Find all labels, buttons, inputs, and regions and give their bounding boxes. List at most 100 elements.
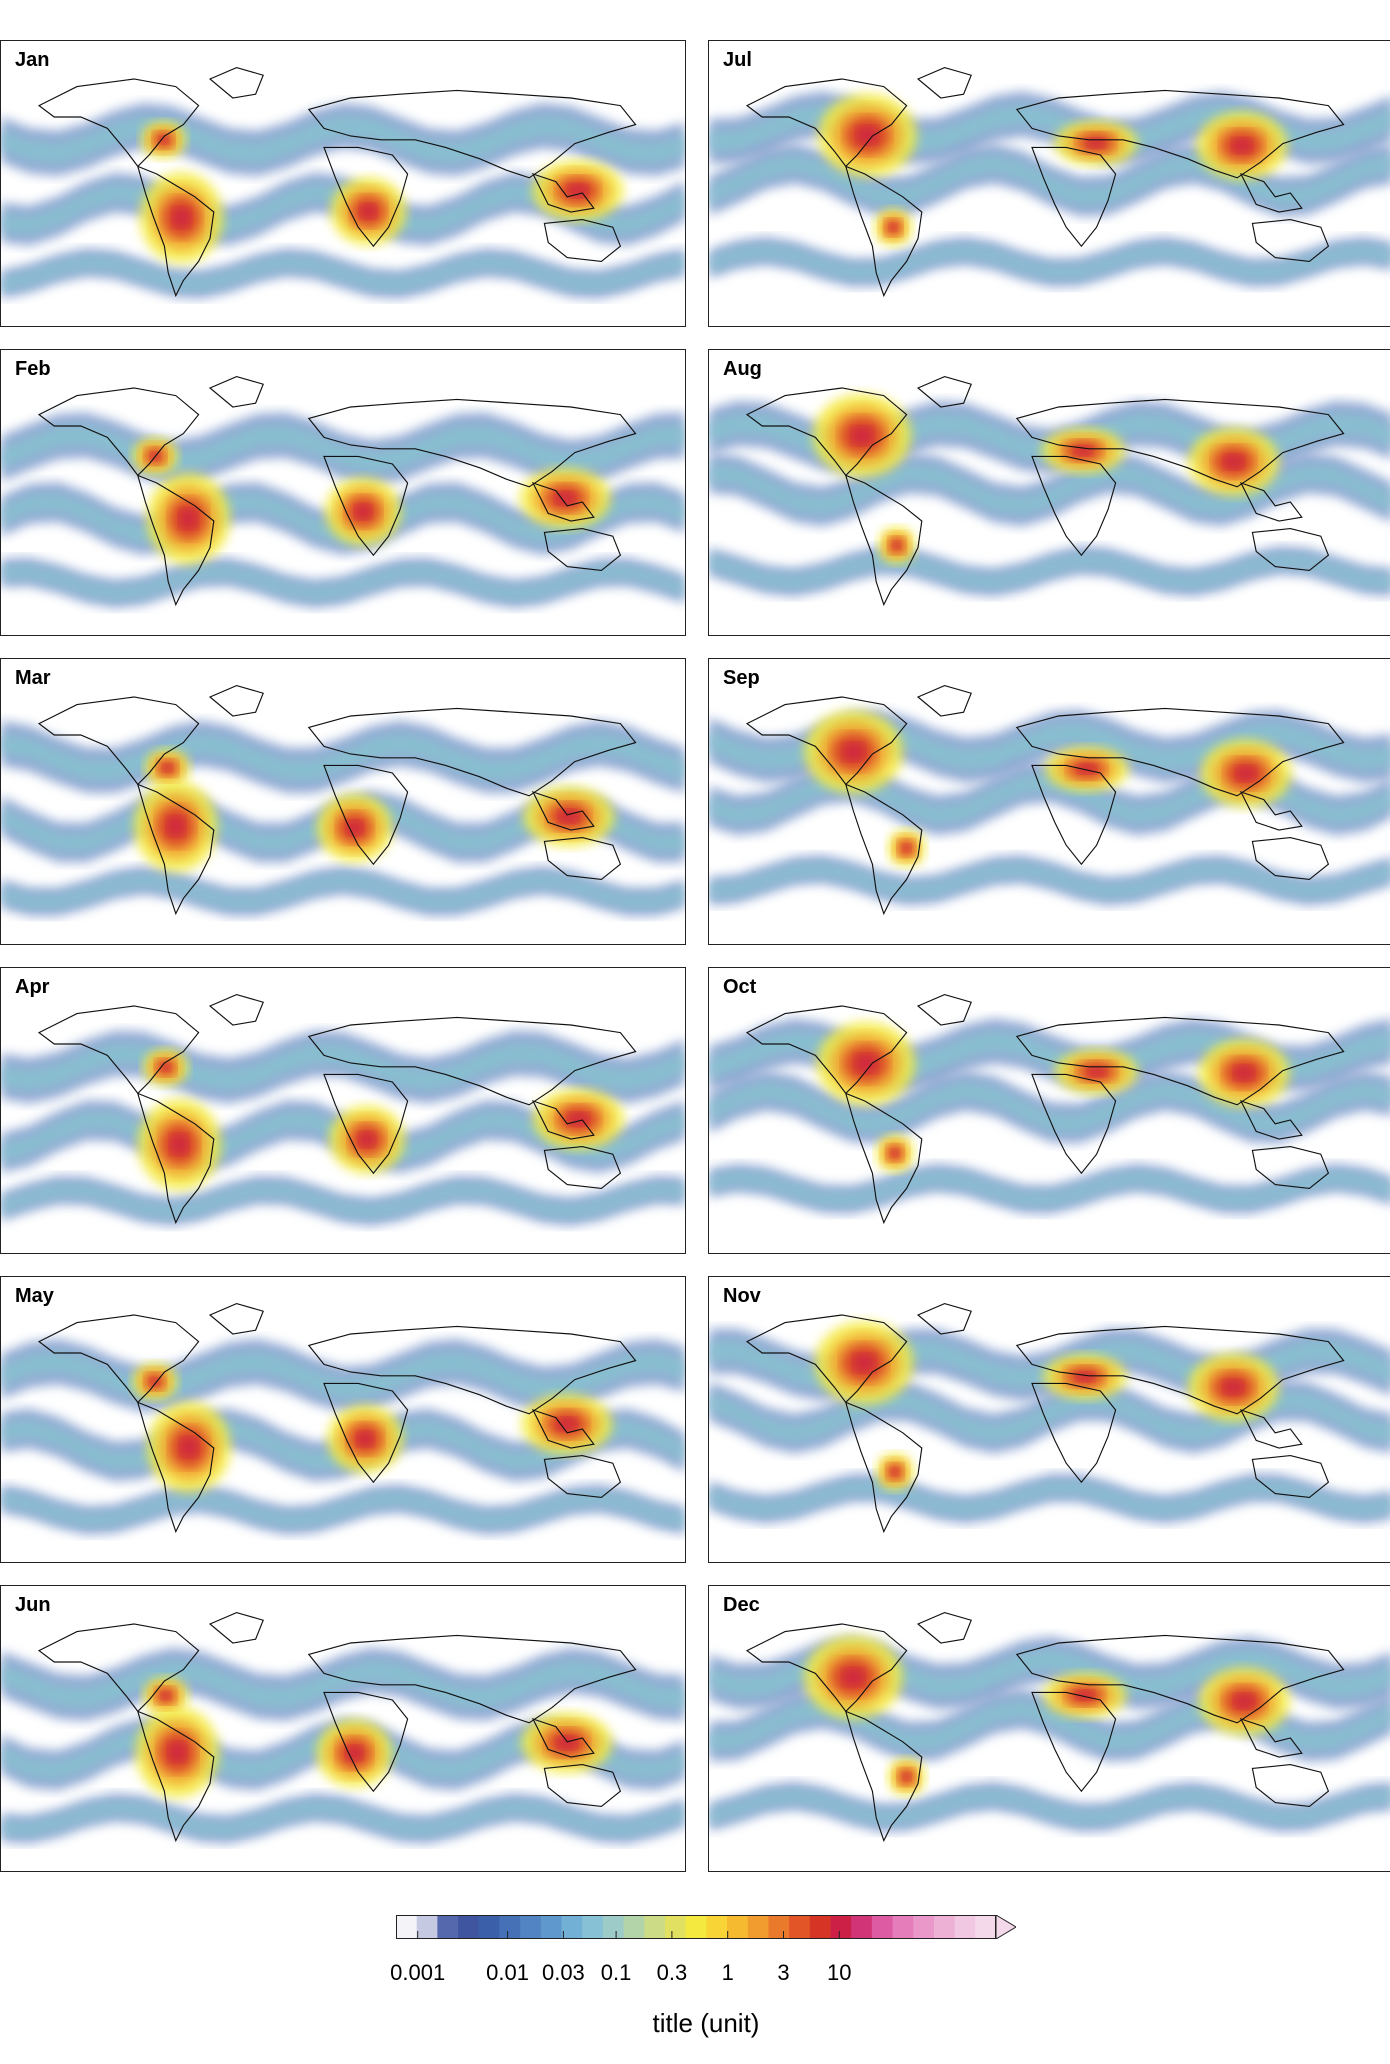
precip-hotspot (360, 203, 377, 219)
precip-hotspot (842, 742, 865, 762)
colorbar-swatch (851, 1915, 873, 1939)
coastline (208, 1611, 264, 1644)
precip-hotspot (855, 1054, 877, 1073)
coastline (844, 165, 923, 298)
colorbar-swatch (892, 1915, 914, 1939)
precip-hotspot (902, 1772, 911, 1781)
map-jul (709, 66, 1390, 298)
map-mar (1, 684, 685, 917)
map-oct (709, 993, 1390, 1225)
colorbar-swatch (747, 1915, 769, 1939)
panel-label: Nov (721, 1285, 763, 1308)
panel-label: Aug (721, 358, 764, 381)
coastline (136, 783, 215, 916)
coastline (1015, 1325, 1345, 1415)
colorbar-swatch (706, 1915, 728, 1939)
colorbar-swatch (416, 1915, 438, 1939)
precip-hotspot (555, 491, 576, 505)
precip-hotspot (556, 1736, 577, 1750)
precip-hotspot (166, 816, 185, 837)
precip-hotspot (160, 1063, 171, 1072)
colorbar-legend: 0.001 0.01 0.03 0.1 0.3 1 3 10 title (unit) (390, 1914, 1017, 2045)
colorbar-swatch (499, 1915, 521, 1939)
coastline (208, 375, 264, 408)
coastline (745, 387, 908, 477)
colorbar-swatch (933, 1915, 956, 1939)
coastline (1015, 398, 1345, 488)
coastline (1015, 707, 1345, 797)
precip-band-inner (709, 244, 1390, 280)
precip-hotspot (356, 1431, 374, 1447)
coastline (208, 1302, 264, 1335)
precip-hotspot (856, 126, 879, 145)
coastline (543, 1146, 622, 1189)
colorbar-swatch (540, 1915, 563, 1939)
panel-label: Mar (13, 667, 53, 690)
coastline (531, 482, 595, 522)
precip-hotspot (1087, 1066, 1106, 1077)
precip-hotspot (1232, 138, 1253, 154)
coastline (1251, 219, 1330, 262)
precip-hotspot (149, 1377, 160, 1386)
panel-label: Jan (13, 49, 52, 72)
coastline (543, 1764, 622, 1807)
coastline (543, 1455, 622, 1498)
coastline (208, 684, 264, 717)
coastline (1251, 1146, 1330, 1189)
colorbar-tick-label: 1 (721, 1960, 734, 1985)
coastline (208, 66, 264, 99)
precip-band-inner (1, 565, 685, 601)
precip-hotspot (179, 508, 198, 529)
precip-hotspot (346, 820, 364, 836)
colorbar-swatch (437, 1915, 459, 1939)
colorbar-swatch (685, 1915, 707, 1939)
map-panel-mar: Mar (0, 658, 686, 945)
coastline (37, 696, 200, 786)
coastline (37, 387, 200, 477)
map-jan (1, 66, 685, 299)
precip-hotspot (1223, 1379, 1244, 1395)
map-panel-jan: Jan (0, 40, 686, 327)
colorbar-swatch (913, 1915, 935, 1939)
coastline (37, 1005, 200, 1095)
colorbar-swatch (478, 1915, 500, 1939)
coastline (323, 1073, 409, 1175)
precip-hotspot (902, 843, 911, 853)
coastline (307, 1634, 637, 1724)
precip-band-inner (1, 1800, 685, 1837)
coastline (323, 1382, 409, 1484)
colorbar-swatch (644, 1915, 666, 1939)
coastline (323, 455, 409, 557)
coastline (1239, 1718, 1303, 1758)
coastline (916, 66, 972, 99)
precip-band-inner (1, 873, 685, 909)
map-panel-jun: Jun (0, 1585, 686, 1872)
coastline (307, 89, 637, 179)
coastline (136, 1092, 215, 1225)
coastline (1031, 146, 1117, 248)
precip-hotspot (168, 1742, 187, 1763)
precip-hotspot (179, 1437, 199, 1458)
colorbar-swatch (871, 1915, 894, 1939)
coastline (745, 1623, 908, 1713)
map-apr (1, 993, 685, 1227)
coastline (844, 1092, 923, 1225)
precip-band-inner (709, 1391, 1390, 1444)
coastline (916, 684, 972, 717)
precip-band-inner (709, 1171, 1390, 1207)
coastline (745, 696, 908, 786)
coastline (1239, 1409, 1303, 1449)
precip-band-inner (709, 553, 1390, 590)
precip-band-inner (709, 1789, 1390, 1825)
coastline (136, 1710, 215, 1843)
coastline (745, 78, 908, 168)
coastline (916, 1611, 972, 1644)
coastline (745, 1314, 908, 1404)
map-may (1, 1302, 685, 1535)
map-panel-oct: Oct (708, 967, 1390, 1254)
coastline (916, 375, 972, 408)
precip-hotspot (1075, 1371, 1095, 1382)
precip-band-inner (1, 1491, 685, 1528)
colorbar-title: title (unit) (652, 2008, 760, 2038)
coastline (136, 1401, 215, 1534)
